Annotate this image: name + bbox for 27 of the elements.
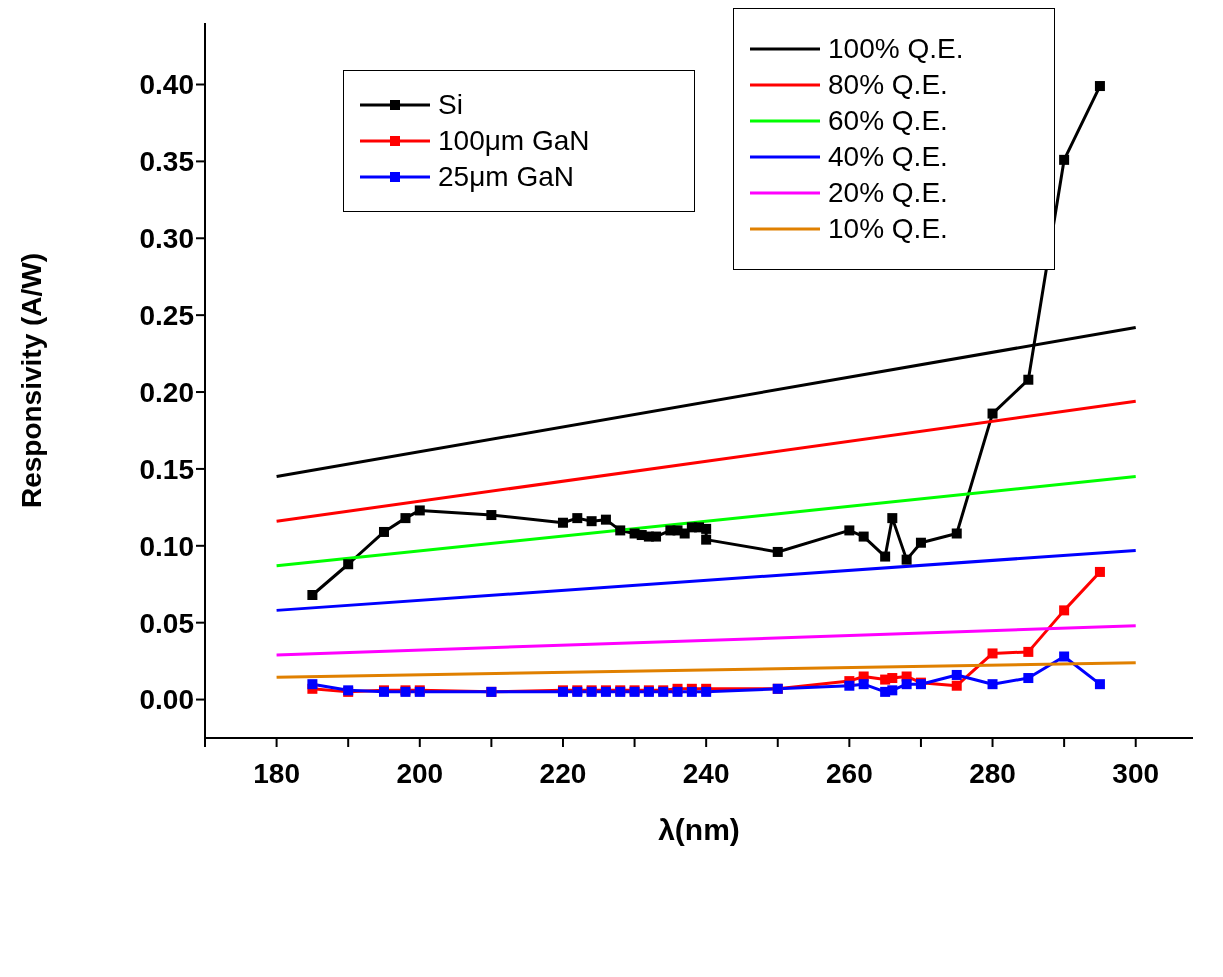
legend-label: 60% Q.E. [828,105,948,137]
y-tick-label: 0.15 [139,453,194,485]
legend-label: 100μm GaN [438,125,590,157]
y-tick-label: 0.20 [139,376,194,408]
legend-label: Si [438,89,463,121]
y-tick-label: 0.35 [139,146,194,178]
legend-label: 10% Q.E. [828,213,948,245]
x-tick-label: 220 [539,757,587,789]
y-tick-label: 0.25 [139,300,194,332]
y-tick-label: 0.40 [139,69,194,101]
legend-label: 25μm GaN [438,161,574,193]
x-tick-label: 300 [1112,757,1160,789]
y-axis-title: Responsivity (A/W) [15,252,47,509]
legend-label: 20% Q.E. [828,177,948,209]
x-tick-label: 260 [825,757,873,789]
x-tick-label: 280 [969,757,1016,789]
legend-label: 40% Q.E. [828,141,948,173]
x-axis-title: λ(nm) [658,813,740,846]
y-tick-label: 0.05 [139,607,194,639]
x-tick-label: 240 [682,757,730,789]
legend-label: 100% Q.E. [828,33,964,65]
y-tick-label: 0.10 [139,530,194,562]
y-tick-label: 0.00 [139,684,194,716]
y-tick-label: 0.30 [139,223,194,255]
legend-label: 80% Q.E. [828,69,948,101]
x-tick-label: 180 [253,757,300,789]
x-tick-label: 200 [396,757,444,789]
